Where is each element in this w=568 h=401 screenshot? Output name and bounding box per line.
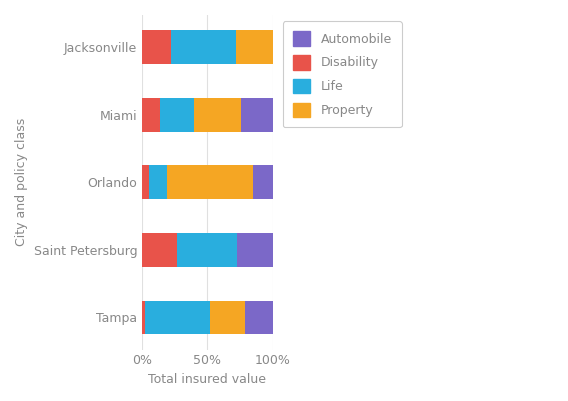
Y-axis label: City and policy class: City and policy class	[15, 118, 28, 247]
X-axis label: Total insured value: Total insured value	[148, 373, 266, 386]
Bar	[142, 233, 177, 267]
Bar	[149, 165, 167, 199]
Bar	[142, 301, 145, 334]
Bar	[253, 165, 273, 199]
Bar	[194, 98, 241, 132]
Bar	[145, 301, 210, 334]
Bar	[245, 301, 273, 334]
Bar	[236, 30, 273, 64]
Bar	[177, 233, 237, 267]
Bar	[142, 98, 160, 132]
Bar	[142, 165, 149, 199]
Bar	[237, 233, 273, 267]
Bar	[171, 30, 236, 64]
Bar	[167, 165, 253, 199]
Bar	[241, 98, 273, 132]
Bar	[160, 98, 194, 132]
Bar	[142, 30, 171, 64]
Legend: Automobile, Disability, Life, Property: Automobile, Disability, Life, Property	[283, 21, 402, 127]
Bar	[210, 301, 245, 334]
